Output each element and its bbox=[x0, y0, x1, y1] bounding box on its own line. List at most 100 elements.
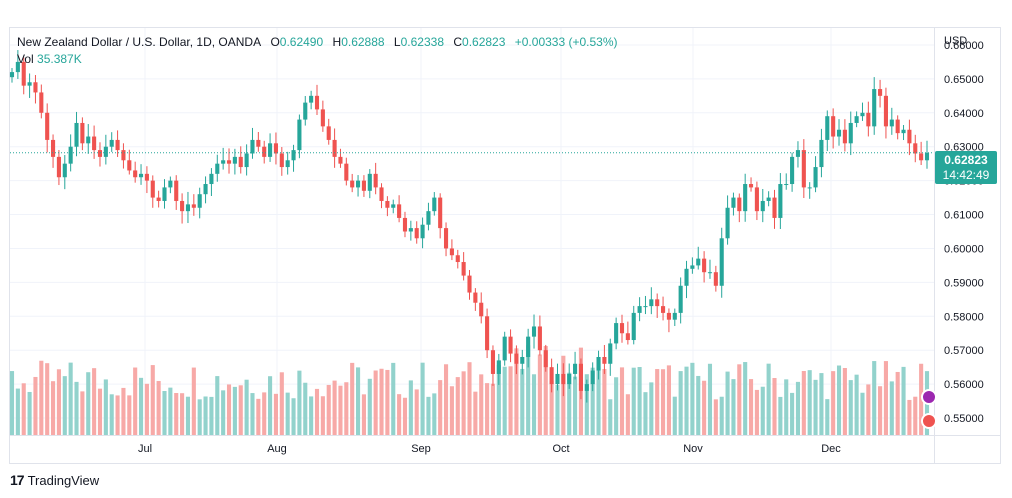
volume-bar bbox=[74, 381, 79, 435]
candle-body bbox=[596, 356, 601, 371]
candle-body bbox=[373, 173, 378, 188]
candle-body bbox=[707, 272, 713, 274]
candle-body bbox=[590, 370, 595, 385]
candle-body bbox=[127, 160, 132, 171]
volume-bar bbox=[138, 377, 144, 435]
candle-body bbox=[778, 184, 783, 218]
volume-bar bbox=[449, 386, 454, 435]
candle-body bbox=[115, 139, 120, 151]
volume-bar bbox=[619, 367, 625, 435]
x-tick-label: Sep bbox=[411, 443, 431, 455]
volume-bar bbox=[760, 386, 765, 435]
volume-bar bbox=[62, 376, 67, 435]
volume-bar bbox=[655, 369, 660, 435]
volume-bar bbox=[432, 393, 437, 435]
volume-bar bbox=[467, 362, 472, 435]
candle-body bbox=[526, 336, 531, 357]
candle-body bbox=[397, 204, 402, 218]
candle-body bbox=[273, 143, 278, 154]
candle-body bbox=[367, 173, 372, 191]
volume-bar bbox=[702, 380, 707, 435]
volume-bar bbox=[625, 394, 630, 435]
volume-bar bbox=[361, 394, 366, 435]
candle-body bbox=[514, 353, 519, 364]
volume-bar bbox=[719, 396, 724, 435]
brand-footer[interactable]: 17 TradingView bbox=[10, 472, 99, 488]
volume-bar bbox=[92, 368, 97, 435]
volume-bar bbox=[819, 373, 824, 435]
volume-bar bbox=[9, 371, 15, 435]
volume-bar bbox=[754, 389, 759, 435]
volume-bar bbox=[790, 392, 795, 435]
volume-bar bbox=[203, 396, 208, 435]
volume-bar bbox=[279, 372, 284, 435]
candle-body bbox=[696, 258, 701, 266]
volume-bar bbox=[713, 399, 718, 435]
volume-bar bbox=[895, 371, 900, 435]
candle-body bbox=[15, 61, 20, 73]
lightning-icon[interactable] bbox=[921, 389, 937, 405]
candle-body bbox=[162, 187, 167, 201]
candle-body bbox=[138, 173, 144, 178]
candle-body bbox=[883, 95, 888, 127]
volume-bar bbox=[866, 384, 871, 435]
candle-body bbox=[854, 116, 859, 123]
volume-bar bbox=[150, 365, 155, 435]
volume-bar bbox=[543, 346, 548, 435]
volume-bar bbox=[707, 363, 713, 435]
candle-body bbox=[848, 122, 853, 144]
candle-body bbox=[432, 197, 437, 212]
volume-bar bbox=[385, 369, 390, 435]
last-price-tag: 0.62823 14:42:49 bbox=[935, 151, 997, 184]
volume-bar bbox=[397, 394, 402, 435]
volume-bar bbox=[520, 368, 525, 435]
candle-body bbox=[438, 197, 443, 229]
candle-body bbox=[461, 262, 466, 276]
volume-bar bbox=[86, 372, 91, 435]
volume-bar bbox=[226, 384, 232, 435]
candle-body bbox=[878, 89, 883, 96]
volume-bar bbox=[801, 370, 806, 435]
candle-body bbox=[537, 326, 542, 351]
last-price-value: 0.62823 bbox=[944, 153, 988, 167]
candle-body bbox=[408, 228, 413, 232]
candle-body bbox=[97, 150, 103, 157]
x-tick-label: Oct bbox=[552, 443, 569, 455]
candle-body bbox=[643, 306, 648, 308]
candle-body bbox=[567, 373, 572, 385]
volume-bar bbox=[68, 362, 73, 435]
candle-body bbox=[690, 265, 695, 269]
volume-bar bbox=[256, 398, 261, 435]
candle-body bbox=[443, 228, 449, 249]
volume-bar bbox=[314, 388, 320, 435]
candle-body bbox=[402, 217, 408, 232]
volume-bar bbox=[496, 365, 501, 435]
volume-bar bbox=[15, 388, 20, 435]
volume-bar bbox=[56, 369, 61, 435]
volume-bar bbox=[426, 396, 431, 435]
x-tick-label: Nov bbox=[683, 443, 703, 455]
volume-bar bbox=[473, 391, 478, 435]
candle-body bbox=[150, 180, 155, 198]
candle-body bbox=[872, 89, 877, 127]
volume-value: 35.387K bbox=[37, 52, 82, 66]
y-tick-label: 0.65000 bbox=[944, 74, 984, 86]
candle-body bbox=[784, 184, 789, 186]
candle-body bbox=[332, 139, 337, 157]
candle-body bbox=[549, 367, 554, 385]
candle-body bbox=[350, 180, 355, 188]
volume-bar bbox=[297, 370, 302, 435]
candle-body bbox=[174, 180, 179, 201]
volume-bar bbox=[490, 383, 496, 435]
volume-bar bbox=[907, 399, 912, 435]
candle-body bbox=[232, 156, 237, 164]
candle-body bbox=[297, 119, 302, 151]
volume-bar bbox=[608, 399, 613, 435]
candle-body bbox=[426, 211, 431, 225]
volume-bar bbox=[614, 377, 619, 435]
calendar-flag-icon[interactable] bbox=[921, 413, 937, 429]
volume-bar bbox=[326, 384, 331, 435]
candle-body bbox=[561, 373, 566, 385]
candle-body bbox=[144, 173, 149, 181]
